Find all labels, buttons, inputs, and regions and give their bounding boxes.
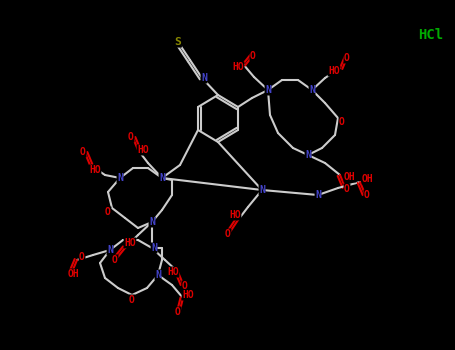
Text: HCl: HCl (418, 28, 443, 42)
Text: N: N (149, 217, 155, 227)
Text: OH: OH (362, 174, 374, 184)
Text: O: O (80, 147, 86, 157)
Text: HO: HO (182, 290, 194, 300)
Text: O: O (250, 51, 256, 61)
Text: O: O (79, 252, 85, 262)
Text: N: N (305, 150, 311, 160)
Text: O: O (364, 190, 370, 200)
Text: O: O (344, 184, 350, 194)
Text: O: O (112, 255, 118, 265)
Text: O: O (129, 295, 135, 305)
Text: O: O (225, 229, 231, 239)
Text: N: N (151, 243, 157, 253)
Text: O: O (182, 281, 188, 291)
Text: S: S (175, 37, 182, 47)
Text: HO: HO (328, 66, 340, 76)
Text: O: O (105, 207, 111, 217)
Text: N: N (259, 185, 265, 195)
Text: N: N (309, 85, 315, 95)
Text: N: N (117, 173, 123, 183)
Text: N: N (159, 173, 165, 183)
Text: N: N (265, 85, 271, 95)
Text: N: N (155, 270, 161, 280)
Text: N: N (315, 190, 321, 200)
Text: O: O (344, 53, 350, 63)
Text: OH: OH (68, 269, 80, 279)
Text: N: N (201, 73, 207, 83)
Text: O: O (128, 132, 134, 142)
Text: N: N (107, 245, 113, 255)
Text: HO: HO (124, 238, 136, 248)
Text: HO: HO (232, 62, 244, 72)
Text: HO: HO (137, 145, 149, 155)
Text: HO: HO (229, 210, 241, 220)
Text: O: O (339, 117, 345, 127)
Text: O: O (175, 307, 181, 317)
Text: HO: HO (89, 165, 101, 175)
Text: HO: HO (167, 267, 179, 277)
Text: OH: OH (344, 172, 356, 182)
